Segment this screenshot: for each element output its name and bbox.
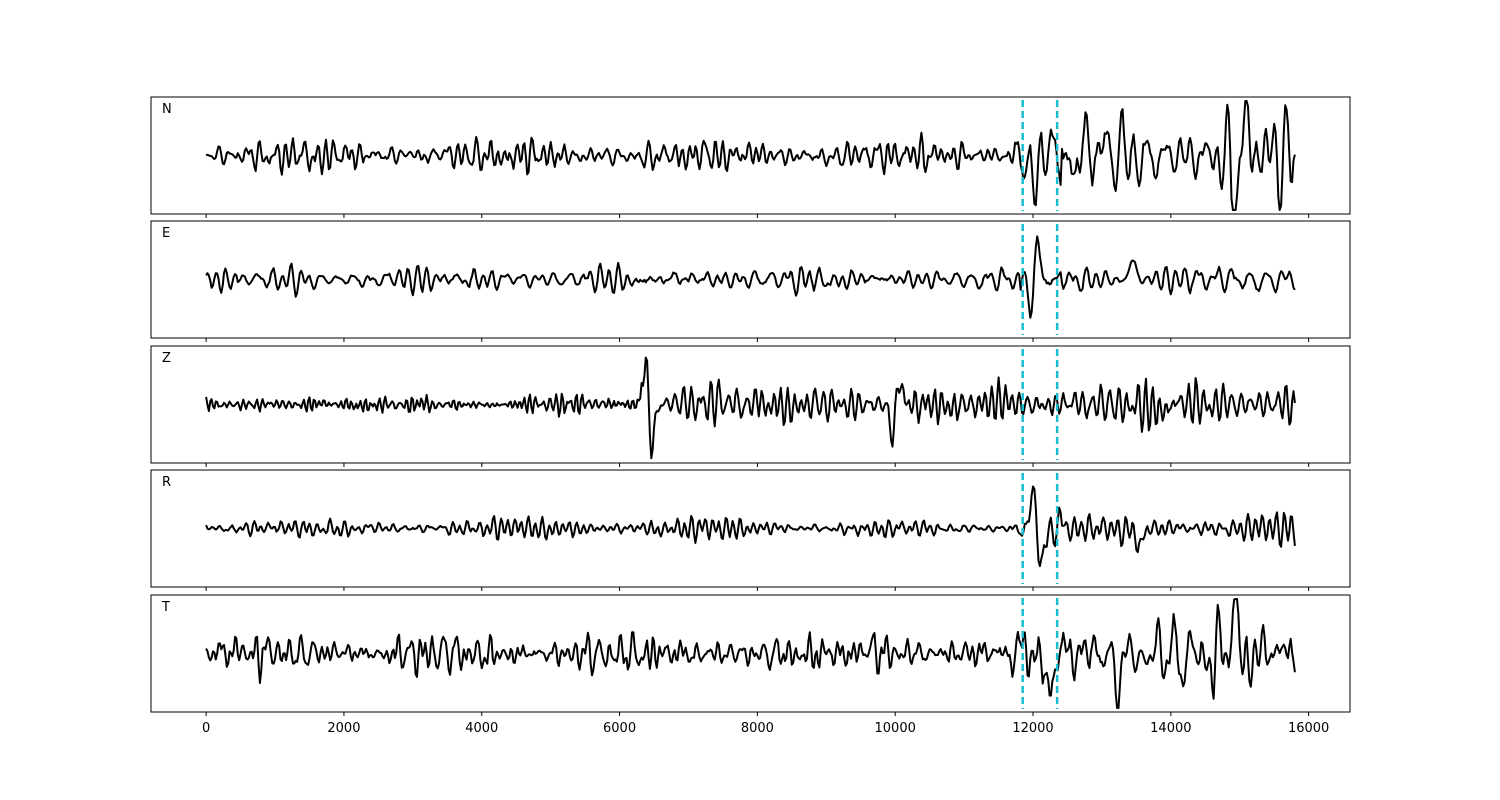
- panel-z: Z: [150, 345, 1351, 467]
- panel-label: E: [162, 226, 170, 241]
- x-axis: 0 2000 4000 6000 8000 10000 12000 14000 16000: [202, 721, 1329, 736]
- x-tick-label: 8000: [741, 721, 774, 736]
- x-tick-label: 10000: [875, 721, 916, 736]
- x-tick-label: 2000: [327, 721, 360, 736]
- x-tick-label: 4000: [465, 721, 498, 736]
- trace-z: [205, 356, 1296, 460]
- panel-frame: [150, 469, 1351, 588]
- panel-t: T: [150, 594, 1351, 716]
- trace-r: [205, 485, 1296, 568]
- x-tick-label: 0: [202, 721, 210, 736]
- panel-label: R: [162, 475, 171, 490]
- panel-n: N: [150, 96, 1351, 218]
- panel-label: N: [162, 102, 172, 117]
- x-tick-label: 14000: [1150, 721, 1191, 736]
- panel-e: E: [150, 220, 1351, 342]
- panel-label: Z: [162, 351, 171, 366]
- x-tick-label: 12000: [1012, 721, 1053, 736]
- trace-e: [205, 235, 1296, 319]
- panels-group: N E Z R T: [150, 96, 1351, 716]
- x-tick-label: 16000: [1288, 721, 1329, 736]
- trace-n: [205, 100, 1296, 211]
- panel-label: T: [161, 600, 170, 615]
- panel-r: R: [150, 469, 1351, 591]
- trace-t: [205, 598, 1296, 709]
- x-tick-label: 6000: [603, 721, 636, 736]
